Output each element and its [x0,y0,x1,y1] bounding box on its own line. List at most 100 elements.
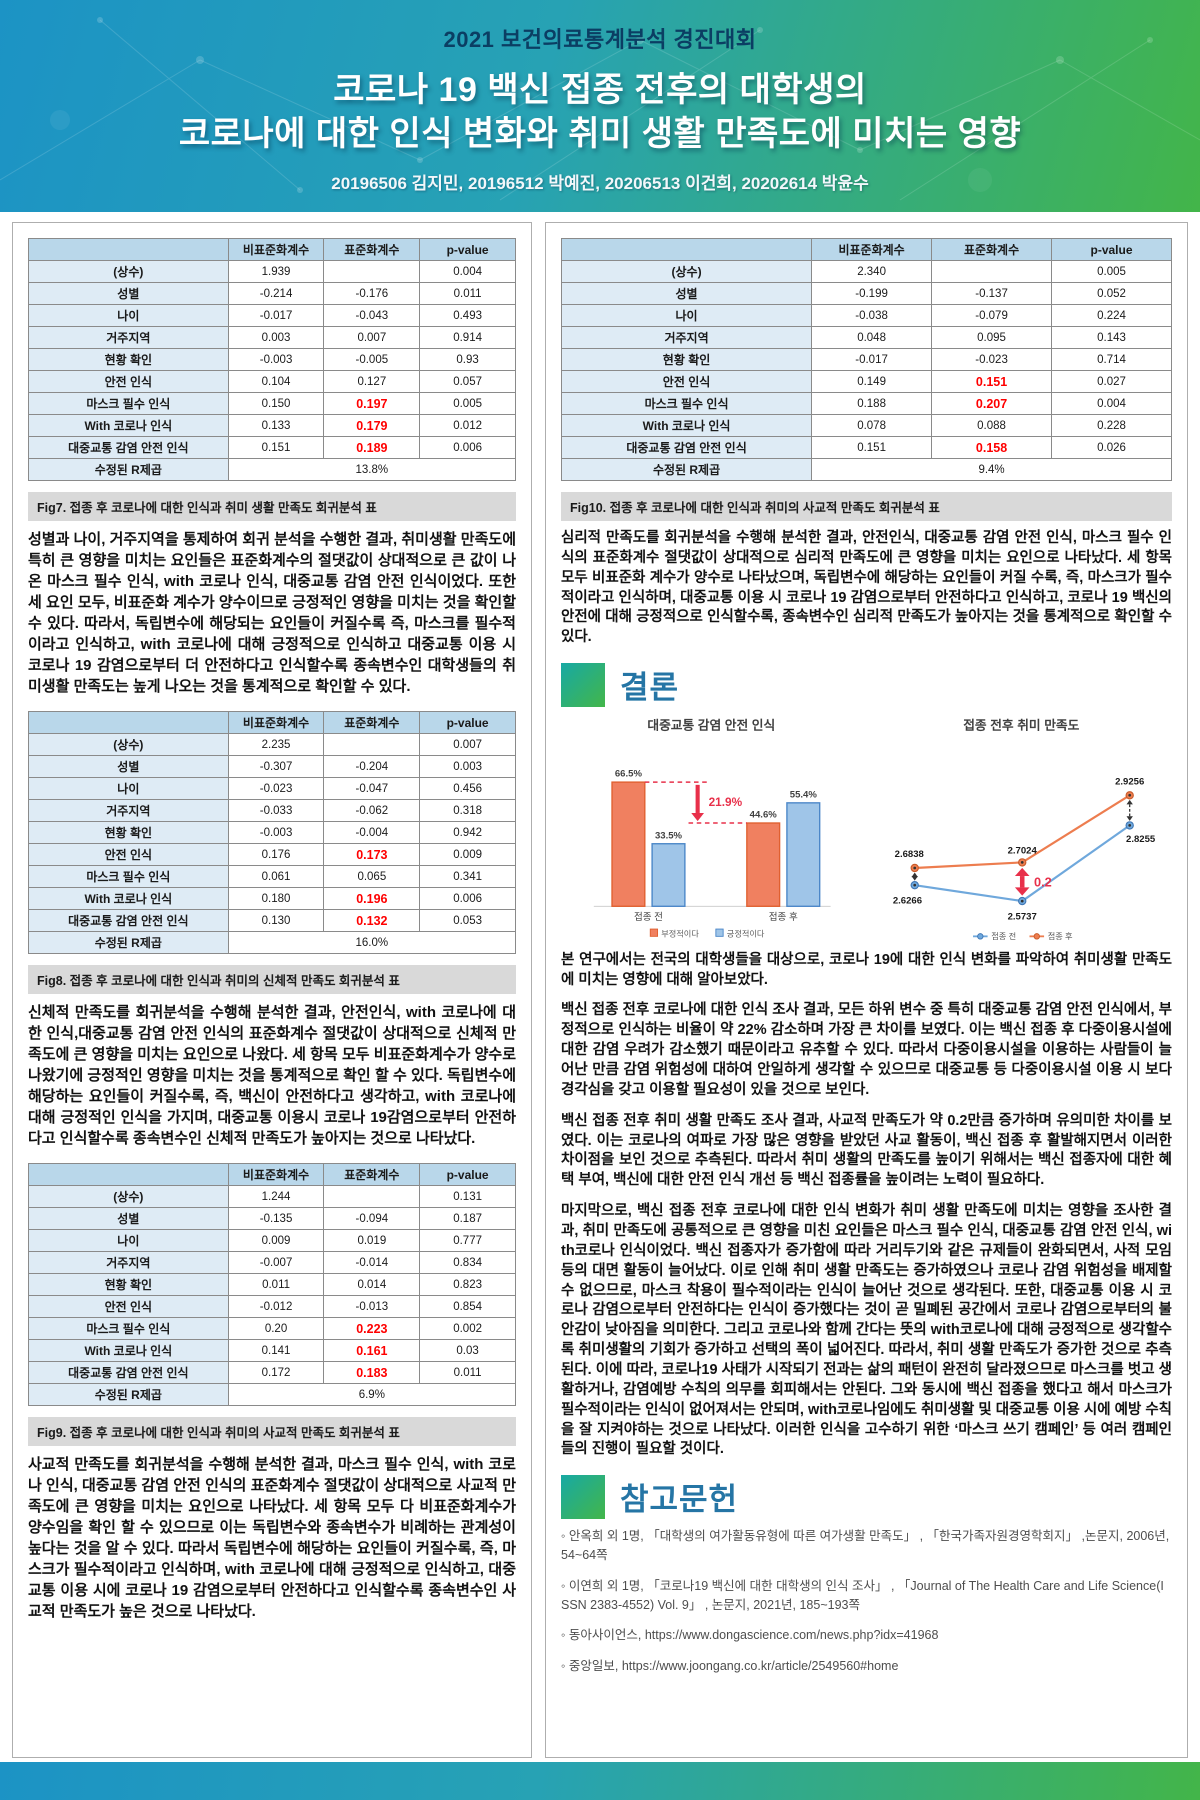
bar-chart: 대중교통 감염 안전 인식 66.5% 44.6% 33.5% 55.4% 21.9% 접종… [593,718,831,939]
legend-label: 접종 후 [1048,931,1073,941]
p-value: 0.823 [419,1273,516,1296]
p-value: 0.027 [1051,370,1172,393]
std-coef: -0.023 [931,348,1053,371]
table-row: (상수) 1.939 0.004 [28,260,516,283]
row-label: 대중교통 감염 안전 인식 [28,436,229,459]
unstd-coef: 0.104 [227,370,325,393]
std-coef: 0.173 [323,843,421,866]
p-value: 0.131 [419,1185,516,1208]
poster-header: 2021 보건의료통계분석 경진대회 코로나 19 백신 접종 전후의 대학생의… [0,0,1200,212]
regression-table-fig10-container: 비표준화계수 표준화계수 p-value (상수) 2.340 0.005 성별 -0.199… [560,238,1172,481]
line-chart: 접종 전후 취미 만족도 0.2 2.6838 2.7024 2.9256 2.6266 2… [893,718,1156,942]
unstd-coef: 0.150 [227,392,325,415]
p-value: 0.053 [419,909,516,932]
unstd-coef: -0.007 [227,1251,325,1274]
r-squared-value: 9.4% [811,458,1172,481]
std-coef: 0.127 [323,370,421,393]
bar [786,802,821,908]
authors: 20196506 김지민, 20196512 박예진, 20206513 이건희… [331,174,869,194]
arrow-head [1015,887,1030,896]
table-row: 현황 확인 -0.003 -0.004 0.942 [28,821,516,844]
std-coef: 0.189 [323,436,421,459]
row-label: 마스크 필수 인식 [28,392,229,415]
row-label: 안전 인식 [28,370,229,393]
table-row: 현황 확인 -0.017 -0.023 0.714 [560,348,1172,371]
p-value: 0.011 [419,1361,516,1384]
table-row: 대중교통 감염 안전 인식 0.151 0.158 0.026 [560,436,1172,459]
r-squared-row: 수정된 R제곱 13.8% [28,458,517,481]
unstd-coef: 0.20 [227,1317,325,1340]
conclusion-title: 결론 [620,670,680,706]
p-value: 0.004 [1051,392,1172,415]
unstd-coef: 1.244 [227,1185,325,1208]
std-coef [931,260,1053,283]
row-label: 현황 확인 [560,348,813,371]
bar-value-label: 44.6% [750,810,778,821]
std-coef: 0.161 [323,1339,421,1362]
regression-table: 비표준화계수 표준화계수 p-value (상수) 1.939 0.004 성별 -0.214… [28,238,517,481]
data-point-dot [913,883,917,887]
std-coef: 0.158 [931,436,1053,459]
p-value: 0.005 [1051,260,1172,283]
data-point-dot [1128,824,1132,827]
std-coef: 0.014 [323,1273,421,1296]
column-header: p-value [419,1163,516,1186]
table-row: 성별 -0.199 -0.137 0.052 [560,282,1172,305]
figure-caption-fig9: Fig9. 접종 후 코로나에 대한 인식과 취미의 사교적 만족도 회귀분석 … [28,1417,516,1446]
table-row: 마스크 필수 인식 0.188 0.207 0.004 [560,392,1172,415]
row-label: 현황 확인 [28,821,229,844]
row-label: (상수) [28,1185,229,1208]
r-squared-value: 16.0% [227,931,517,954]
row-label: 성별 [28,282,229,305]
row-label: 대중교통 감염 안전 인식 [28,1361,229,1384]
annotation-label: 0.2 [1034,874,1052,889]
figure-caption-fig8: Fig8. 접종 후 코로나에 대한 인식과 취미의 신체적 만족도 회귀분석 … [28,965,516,994]
r-squared-row: 수정된 R제곱 16.0% [28,931,517,954]
x-tick-label: 접종 후 [769,911,798,923]
legend-label: 긍정적이다 [727,929,765,939]
row-label: 안전 인식 [28,1295,229,1318]
reference-item: ◦ 안옥희 외 1명, 「대학생의 여가활동유형에 따른 여가생활 만족도」 ,… [561,1529,1170,1563]
table-row: 거주지역 -0.033 -0.062 0.318 [28,799,516,822]
row-label: 나이 [560,304,813,327]
p-value: 0.224 [1051,304,1172,327]
table-row: With 코로나 인식 0.078 0.088 0.228 [560,414,1172,437]
unstd-coef: 1.939 [227,260,325,283]
p-value: 0.143 [1051,326,1172,349]
row-label: With 코로나 인식 [28,414,229,437]
contest-title: 2021 보건의료통계분석 경진대회 [443,27,757,52]
p-value: 0.187 [419,1207,516,1230]
std-coef: 0.132 [323,909,421,932]
conclusion-paragraphs: 본 연구에서는 전국의 대학생들을 대상으로, 코로나 19에 대한 인식 변화… [561,951,1172,1461]
table-row: (상수) 2.235 0.007 [28,733,516,756]
left-column: 비표준화계수 표준화계수 p-value (상수) 1.939 0.004 성별 -0.214… [12,222,532,1758]
p-value: 0.026 [1051,436,1172,459]
regression-table-fig9-container: 비표준화계수 표준화계수 p-value (상수) 1.244 0.131 성별 -0.135… [28,1163,517,1406]
r-squared-value: 6.9% [227,1383,517,1406]
corner-cell [28,1163,229,1186]
std-coef: -0.013 [323,1295,421,1318]
table-row: (상수) 2.340 0.005 [560,260,1172,283]
p-value: 0.318 [419,799,516,822]
unstd-coef: 0.133 [227,414,325,437]
r-squared-label: 수정된 R제곱 [28,1383,229,1406]
p-value: 0.052 [1051,282,1172,305]
table-row: 안전 인식 0.104 0.127 0.057 [28,370,516,393]
p-value: 0.009 [419,843,516,866]
point-value-label: 2.6266 [893,896,922,907]
poster-title-line2: 코로나에 대한 인식 변화와 취미 생활 만족도에 미치는 영향 [178,115,1022,154]
bar-value-label: 33.5% [655,830,683,841]
column-header: 비표준화계수 [227,1163,325,1186]
p-value: 0.777 [419,1229,516,1252]
arrow-head [1126,800,1134,805]
std-coef: -0.047 [323,777,421,800]
point-value-label: 2.6838 [895,849,925,860]
unstd-coef: -0.038 [811,304,933,327]
table-row: 안전 인식 0.149 0.151 0.027 [560,370,1172,393]
table-row: 성별 -0.307 -0.204 0.003 [28,755,516,778]
unstd-coef: -0.199 [811,282,933,305]
row-label: 마스크 필수 인식 [560,392,813,415]
bar-value-label: 66.5% [615,769,643,780]
p-value: 0.012 [419,414,516,437]
table-header-row: 비표준화계수 표준화계수 p-value [560,238,1172,261]
